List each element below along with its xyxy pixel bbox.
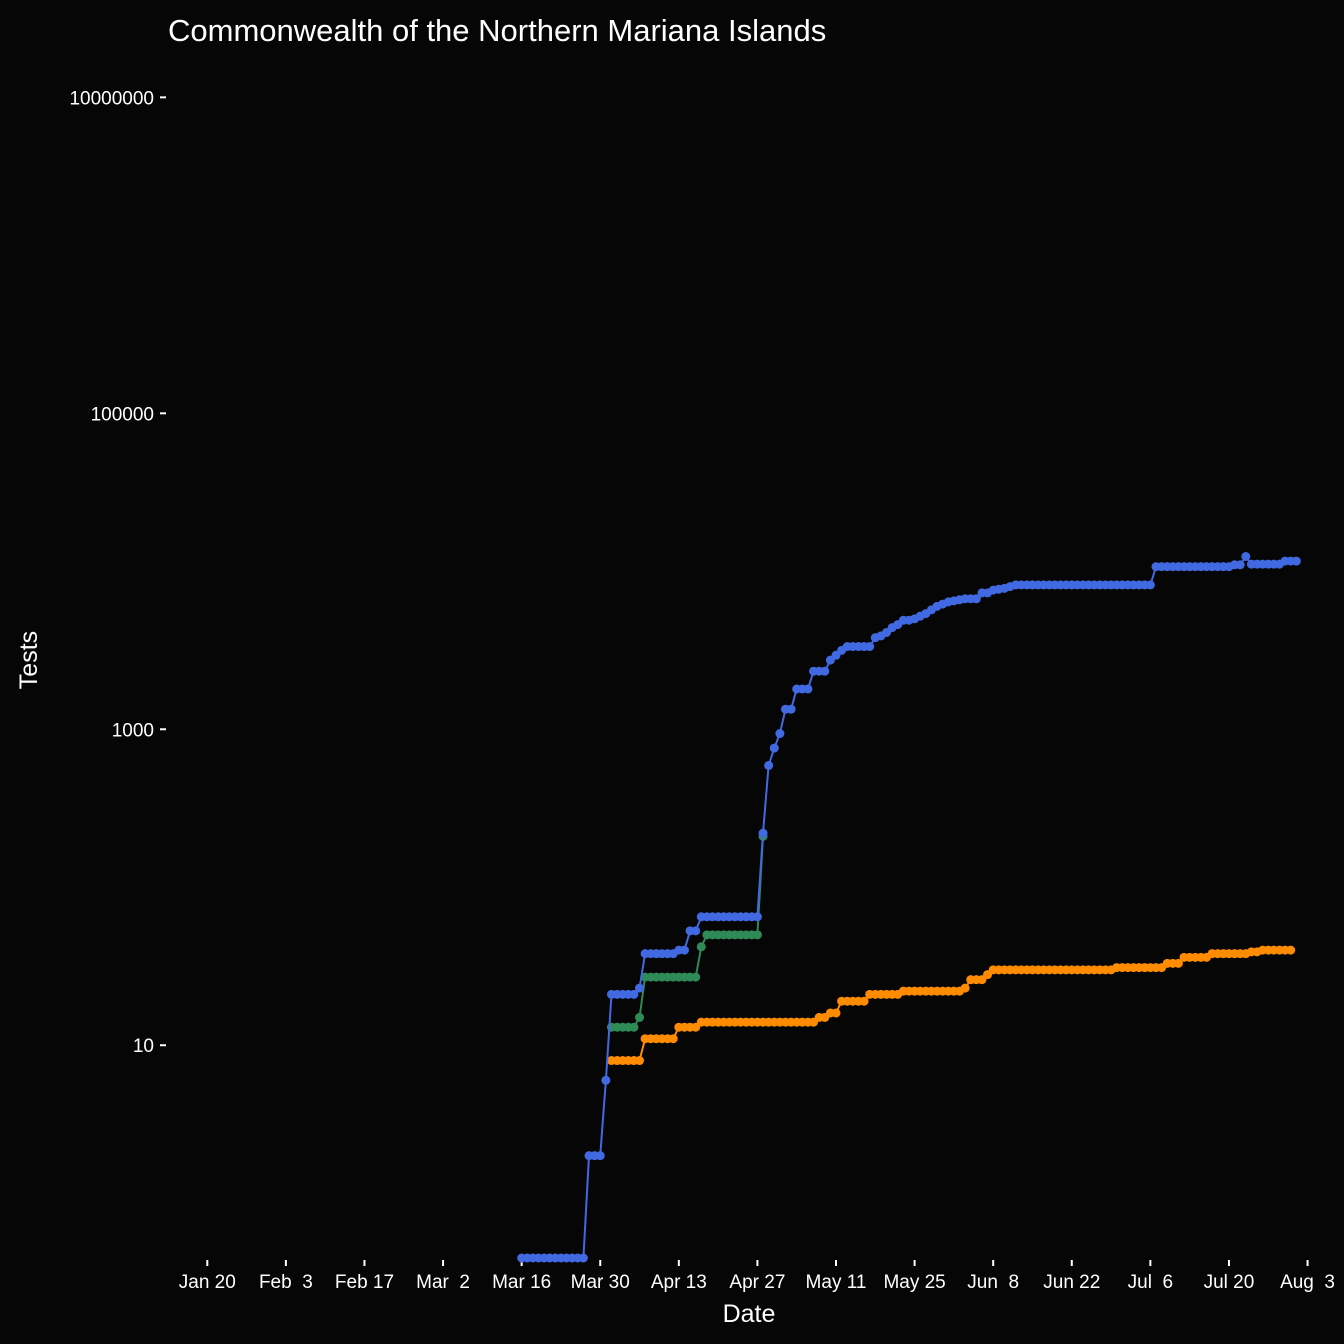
- x-tick-label: Jul 6: [1128, 1272, 1173, 1293]
- data-point: [629, 989, 639, 999]
- data-point: [691, 926, 701, 936]
- x-tick-label: May 11: [806, 1272, 867, 1293]
- data-point: [769, 743, 779, 753]
- data-point: [820, 666, 830, 676]
- data-point: [803, 684, 813, 694]
- data-point: [601, 1075, 611, 1085]
- data-point: [859, 996, 869, 1006]
- data-point: [691, 972, 701, 982]
- data-point: [1241, 552, 1251, 562]
- x-tick-label: Jun 22: [1043, 1272, 1100, 1293]
- series-line: [521, 554, 1297, 1259]
- x-tick-label: Aug 3: [1280, 1272, 1335, 1293]
- data-point: [775, 729, 785, 739]
- data-point: [635, 1012, 645, 1022]
- x-tick-label: Mar 16: [492, 1272, 551, 1293]
- chart-title: Commonwealth of the Northern Mariana Isl…: [168, 13, 826, 48]
- x-tick-label: Mar 30: [571, 1272, 630, 1293]
- data-point: [635, 983, 645, 993]
- data-point: [1173, 958, 1183, 968]
- x-tick-label: May 25: [883, 1272, 945, 1293]
- x-tick-label: Jan 20: [179, 1272, 236, 1293]
- x-tick-label: Mar 2: [416, 1272, 470, 1293]
- y-axis-title: Tests: [15, 631, 43, 689]
- x-axis-title: Date: [723, 1300, 776, 1328]
- x-tick-label: Jul 20: [1204, 1272, 1255, 1293]
- y-tick-label: 1000: [112, 720, 154, 741]
- data-point: [764, 760, 774, 770]
- data-point: [1291, 556, 1301, 566]
- data-point: [752, 912, 762, 922]
- data-point: [679, 945, 689, 955]
- y-tick-label: 100000: [91, 404, 154, 425]
- data-point: [971, 594, 981, 604]
- data-point: [831, 1008, 841, 1018]
- data-point: [578, 1253, 588, 1263]
- data-point: [595, 1151, 605, 1161]
- x-tick-label: Feb 17: [335, 1272, 394, 1293]
- data-point: [758, 828, 768, 838]
- data-point: [786, 704, 796, 714]
- x-tick-label: Apr 27: [729, 1272, 785, 1293]
- y-tick-label: 10000000: [69, 88, 154, 109]
- data-point: [1235, 560, 1245, 570]
- x-tick-label: Apr 13: [651, 1272, 707, 1293]
- data-point: [1286, 945, 1296, 955]
- data-point: [696, 942, 706, 952]
- series-line: [611, 949, 1291, 1062]
- x-tick-label: Feb 3: [259, 1272, 313, 1293]
- x-tick-label: Jun 8: [967, 1272, 1019, 1293]
- data-point: [668, 1034, 678, 1044]
- data-point: [629, 1022, 639, 1032]
- data-point: [1145, 580, 1155, 590]
- data-point: [960, 983, 970, 993]
- y-tick-label: 10: [133, 1036, 154, 1057]
- data-point: [635, 1056, 645, 1066]
- data-point: [865, 642, 875, 652]
- data-point: [752, 930, 762, 940]
